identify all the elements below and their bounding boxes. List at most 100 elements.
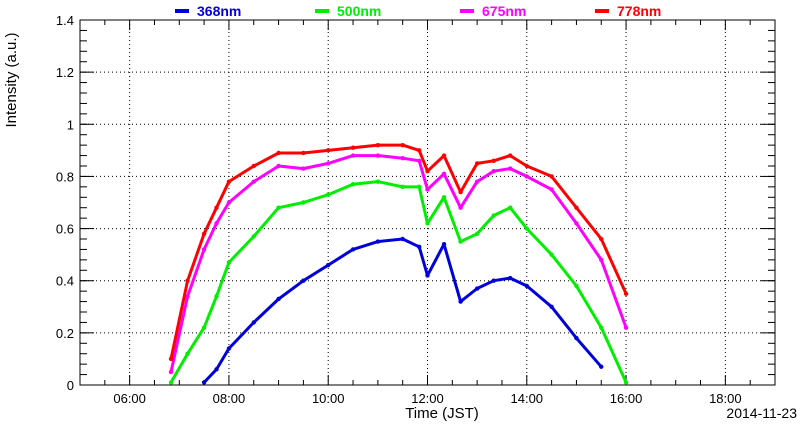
y-axis-label: Intensity (a.u.) [3,32,20,127]
data-point [524,283,529,289]
data-point [417,184,422,190]
data-point [458,205,463,210]
data-point [549,304,554,309]
data-point [375,153,381,158]
data-point [251,234,256,239]
data-point [623,325,629,330]
data-point [508,205,513,210]
data-point [214,221,219,226]
data-point [441,195,447,200]
data-point [417,148,422,153]
y-tick-label: 0.4 [56,274,74,289]
y-tick-label: 1 [67,117,74,132]
data-point [276,296,281,302]
data-point [599,364,604,369]
data-point [276,163,281,169]
data-point [350,247,356,252]
data-point [441,153,447,158]
data-point [508,166,513,171]
legend-label: 675nm [482,3,526,19]
data-point [185,278,190,283]
y-tick-label: 1.4 [56,13,74,28]
data-point [491,169,496,174]
data-point [574,205,579,210]
data-point [458,189,463,195]
data-point [375,142,381,148]
data-point [524,174,529,179]
data-point [508,275,513,281]
data-point [301,166,306,171]
data-point [623,291,629,296]
x-tick-label: 14:00 [511,391,544,406]
data-point [226,260,232,265]
data-point [549,187,554,192]
data-point [214,294,219,299]
series-line [169,154,628,373]
data-point [549,174,554,179]
legend-label: 778nm [617,3,661,19]
data-point [400,184,405,190]
data-point [508,153,513,158]
data-point [301,150,306,156]
data-point [168,356,174,362]
data-point [276,205,281,210]
legend: 368nm 500nm 675nm 778nm [175,3,661,19]
data-point [458,239,463,244]
data-point [425,169,430,174]
data-point [301,278,306,283]
data-point [417,158,422,163]
series-368nm [201,236,604,385]
data-point [574,283,579,289]
data-point [375,239,381,244]
data-point [350,145,356,150]
data-point [623,380,629,385]
data-point [326,262,331,268]
series-line [203,237,603,384]
data-point [185,351,190,356]
data-point [458,299,463,304]
series-778nm [168,142,629,362]
y-tick-label: 1.2 [56,65,74,80]
data-point [185,294,190,299]
data-point [276,150,281,156]
data-point [400,142,405,148]
data-point [474,231,480,236]
data-point [524,163,529,169]
data-point [441,171,447,177]
data-point [301,200,306,205]
series-line [169,180,628,384]
data-point [201,231,207,236]
y-tick-label: 0.8 [56,169,74,184]
data-point [400,236,405,242]
y-tick-label: 0.2 [56,326,74,341]
data-point [326,161,331,166]
data-point [425,273,430,278]
grid [80,19,775,386]
date-annotation: 2014-11-23 [726,405,797,421]
data-point [350,182,356,187]
series-line [169,143,628,360]
series-group [168,142,629,385]
x-tick-label: 06:00 [113,391,146,406]
data-point [168,369,174,375]
data-point [400,155,405,161]
data-point [226,346,232,351]
data-point [201,380,207,385]
data-point [474,161,480,166]
data-point [599,325,604,330]
data-point [226,179,232,184]
data-point [491,278,496,283]
data-point [214,205,219,210]
data-point [226,200,232,205]
data-point [251,320,256,325]
data-point [599,236,604,242]
data-point [168,380,174,385]
ticks: 06:00 08:00 10:00 12:00 14:00 16:00 18:00 0 0.2 0… [56,13,775,406]
x-tick-label: 08:00 [213,391,246,406]
series-500nm [168,179,629,385]
data-point [474,286,480,291]
plot-frame [79,19,776,386]
data-point [491,213,496,218]
data-point [350,153,356,158]
